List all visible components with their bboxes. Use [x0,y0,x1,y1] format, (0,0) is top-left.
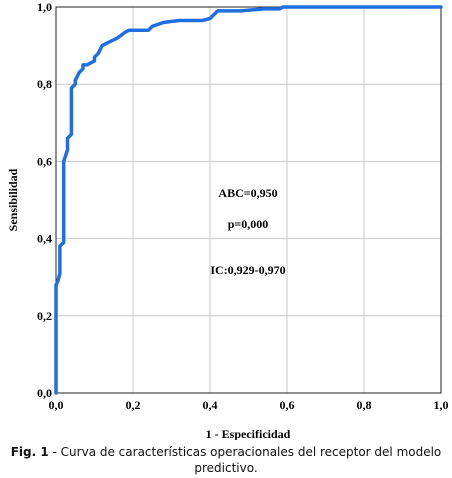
caption-label: Fig. 1 [10,445,49,459]
x-tick-label: 0,0 [49,398,64,412]
roc-curve [54,5,443,395]
y-tick-label: 0,8 [37,77,52,91]
roc-chart: 0,0 0,2 0,4 0,6 0,8 1,0 0,0 0,2 0,4 0,6 0,8 1,0 ABC… [6,0,449,440]
ci-annotation: IC:0,929-0,970 [210,263,285,277]
y-tick-label: 0,2 [37,309,52,323]
y-tick-label: 0,6 [37,154,52,168]
x-tick-label: 1,0 [434,398,449,412]
x-tick-label: 0,8 [357,398,372,412]
y-tick-label: 0,4 [37,232,52,246]
p-value-annotation: p=0,000 [228,217,269,231]
x-tick-label: 0,4 [203,398,218,412]
grid [56,7,441,393]
caption-text: - Curva de características operacionales… [48,445,442,475]
y-axis-title: Sensibilidad [6,168,20,231]
y-tick-label: 0,0 [37,386,52,400]
plot-frame [55,6,442,394]
x-tick-label: 0,2 [126,398,141,412]
x-tick-label: 0,6 [280,398,295,412]
y-tick-label: 1,0 [37,0,52,14]
x-axis-title: 1 - Especificidad [206,427,291,440]
auc-annotation: ABC=0,950 [218,186,277,200]
tick-labels: 0,0 0,2 0,4 0,6 0,8 1,0 0,0 0,2 0,4 0,6 0,8 1,0 [37,0,449,412]
figure-caption: Fig. 1 - Curva de características operac… [4,444,448,476]
